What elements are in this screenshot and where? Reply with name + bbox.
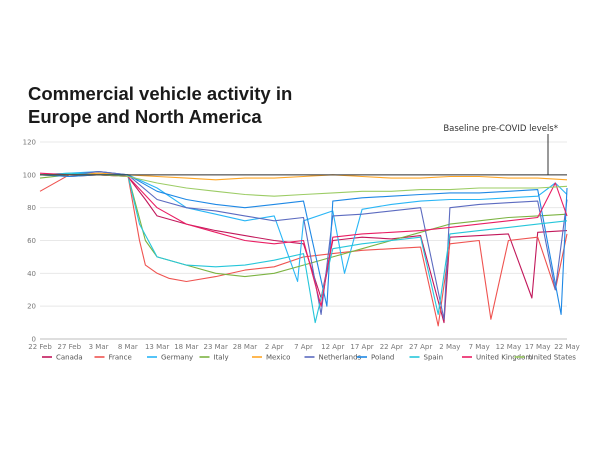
legend-item[interactable]: Germany [147, 354, 193, 362]
y-tick-label: 20 [27, 303, 36, 311]
legend-label: France [109, 354, 132, 362]
legend-item[interactable]: Spain [409, 354, 444, 362]
legend-item[interactable]: United States [514, 354, 577, 362]
legend-label: Canada [56, 354, 83, 362]
x-tick-label: 17 May [525, 343, 551, 351]
x-tick-label: 27 Apr [409, 343, 432, 351]
x-tick-label: 22 Apr [380, 343, 403, 351]
x-tick-label: 17 Apr [350, 343, 373, 351]
x-tick-label: 28 Mar [233, 343, 257, 351]
legend: Canada France Germany Italy Mexico Netherland… [42, 354, 576, 362]
y-tick-label: 80 [27, 204, 36, 212]
x-tick-label: 18 Mar [174, 343, 198, 351]
axis-layer: 0 20 40 60 80 100 120 22 Feb 27 Feb 3 Mar 8 Mar 13 … [23, 139, 580, 352]
y-tick-label: 100 [23, 171, 36, 179]
legend-label: Germany [161, 354, 193, 362]
x-tick-label: 23 Mar [203, 343, 227, 351]
x-tick-label: 22 May [554, 343, 580, 351]
y-tick-label: 0 [32, 336, 36, 344]
x-tick-label: 13 Mar [145, 343, 169, 351]
x-tick-label: 12 Apr [321, 343, 344, 351]
series-line-7 [39, 172, 568, 324]
series-line-9 [40, 174, 568, 197]
y-tick-label: 60 [27, 237, 36, 245]
legend-item[interactable]: Netherlands [304, 354, 362, 362]
series-line-2 [39, 171, 568, 283]
x-tick-label: 22 Feb [28, 343, 52, 351]
x-tick-label: 8 Mar [118, 343, 138, 351]
legend-label: United Kingdom [476, 354, 532, 362]
chart-title: Commercial vehicle activity in Europe an… [28, 83, 293, 127]
series-line-6 [39, 174, 568, 315]
x-tick-label: 27 Feb [58, 343, 82, 351]
legend-label: Spain [424, 354, 444, 362]
x-tick-label: 7 May [469, 343, 490, 351]
x-tick-label: 7 Apr [294, 343, 313, 351]
series-line-5 [40, 171, 568, 320]
legend-label: United States [529, 354, 577, 362]
legend-item[interactable]: Poland [357, 354, 394, 362]
legend-label: Netherlands [319, 354, 362, 362]
baseline-layer: Baseline pre-COVID levels* [40, 124, 567, 176]
legend-item[interactable]: Mexico [252, 354, 290, 362]
x-tick-label: 2 Apr [265, 343, 284, 351]
x-tick-label: 3 Mar [89, 343, 109, 351]
baseline-annotation: Baseline pre-COVID levels* [443, 124, 558, 134]
x-tick-label: 12 May [496, 343, 522, 351]
y-tick-label: 120 [23, 139, 36, 147]
series-line-1 [39, 171, 568, 327]
legend-item[interactable]: Italy [199, 354, 229, 362]
legend-item[interactable]: Canada [42, 354, 83, 362]
legend-item[interactable]: France [94, 354, 132, 362]
series-line-8 [39, 172, 568, 307]
series-layer [39, 171, 568, 327]
x-tick-label: 2 May [439, 343, 460, 351]
legend-label: Poland [371, 354, 394, 362]
legend-item[interactable]: United Kingdom [462, 354, 532, 362]
legend-label: Mexico [266, 354, 290, 362]
y-tick-label: 40 [27, 270, 36, 278]
legend-label: Italy [214, 354, 229, 362]
